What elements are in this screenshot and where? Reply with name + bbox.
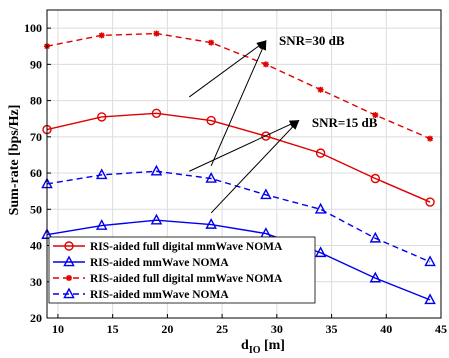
series-4 — [41, 164, 436, 267]
legend-label: RIS-aided full digital mmWave NOMA — [90, 241, 283, 253]
legend-entry: RIS-aided full digital mmWave NOMA — [53, 273, 283, 285]
data-point — [95, 219, 108, 230]
data-point — [260, 188, 272, 200]
y-tick-label: 100 — [24, 21, 42, 35]
x-tick-label: 15 — [107, 322, 119, 336]
y-tick-label: 70 — [30, 130, 42, 144]
legend-marker — [63, 255, 75, 267]
data-point — [427, 135, 434, 142]
x-tick-label: 25 — [216, 322, 228, 336]
x-tick-label: 20 — [161, 322, 173, 336]
data-point — [206, 115, 216, 126]
legend-marker — [63, 287, 75, 299]
x-tick-label: 30 — [271, 322, 283, 336]
series-line — [46, 112, 431, 203]
series-line — [46, 219, 431, 301]
legend-entry: RIS-aided mmWave NOMA — [53, 287, 229, 301]
x-tick-label: 45 — [435, 322, 447, 336]
y-tick-label: 90 — [30, 57, 42, 71]
annotation-arrow — [189, 120, 300, 172]
data-point — [150, 213, 163, 225]
data-point — [95, 168, 108, 180]
y-tick-label: 60 — [30, 166, 42, 180]
annotation-arrow — [210, 39, 267, 167]
annotation-arrow — [210, 119, 300, 214]
axis-ticks: 10 15 20 25 30 35 40 45 20 30 40 50 60 70 80 90 100 — [24, 21, 447, 336]
data-point — [150, 164, 163, 176]
annotations: SNR=30 dB SNR=15 dB — [188, 33, 378, 214]
data-point — [97, 112, 107, 122]
data-point — [369, 231, 382, 243]
data-point — [261, 131, 271, 141]
x-tick-label: 10 — [52, 322, 64, 336]
legend-marker — [64, 241, 74, 251]
y-tick-label: 80 — [30, 94, 42, 108]
series-line — [46, 32, 431, 140]
legend-entry: RIS-aided mmWave NOMA — [53, 255, 229, 269]
y-tick-label: 20 — [30, 311, 42, 325]
series-2 — [41, 213, 436, 305]
series-line — [46, 170, 431, 263]
data-point — [98, 32, 105, 39]
snr-annotation: SNR=15 dB — [312, 115, 378, 130]
y-tick-label: 30 — [30, 275, 42, 289]
series-3 — [44, 30, 434, 142]
plot-frame — [46, 9, 442, 319]
data-point — [153, 30, 160, 37]
series-layer — [41, 30, 436, 305]
legend-box — [48, 236, 316, 304]
data-point — [424, 255, 436, 267]
legend-entry: RIS-aided full digital mmWave NOMA — [53, 241, 283, 253]
data-point — [205, 218, 217, 229]
y-axis-label: Sum-rate [bps/Hz] — [7, 105, 22, 216]
data-point — [151, 108, 162, 118]
x-axis-label: dIO [m] — [241, 338, 285, 356]
annotation-arrow — [188, 40, 267, 98]
data-point — [370, 173, 381, 184]
data-point — [262, 61, 269, 68]
x-tick-label: 35 — [326, 322, 338, 336]
data-point — [314, 246, 327, 258]
data-point — [314, 202, 327, 214]
data-point — [208, 39, 215, 46]
legend-marker — [66, 275, 72, 281]
data-point — [205, 172, 217, 183]
y-tick-label: 40 — [30, 239, 42, 253]
data-point — [372, 112, 379, 119]
data-point — [315, 148, 326, 158]
x-tick-label: 40 — [380, 322, 392, 336]
legend-label: RIS-aided mmWave NOMA — [90, 289, 229, 301]
legend-label: RIS-aided mmWave NOMA — [90, 257, 229, 269]
legend: RIS-aided full digital mmWave NOMA RIS-ai… — [48, 236, 316, 304]
data-point — [317, 86, 324, 93]
data-point — [425, 197, 435, 207]
data-point — [424, 293, 436, 305]
y-tick-label: 50 — [30, 202, 42, 216]
legend-label: RIS-aided full digital mmWave NOMA — [90, 273, 283, 285]
snr-annotation: SNR=30 dB — [279, 33, 345, 48]
data-point — [369, 271, 382, 283]
